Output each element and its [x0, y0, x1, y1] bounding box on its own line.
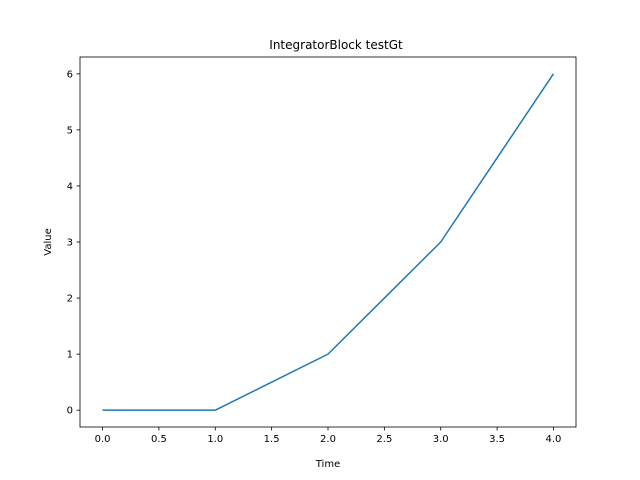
x-axis-label: Time: [315, 459, 340, 470]
x-tick-label: 3.0: [433, 434, 449, 445]
chart-title: IntegratorBlock testGt: [269, 38, 403, 52]
y-axis-label: Value: [43, 228, 54, 255]
series-line: [102, 73, 555, 411]
y-axis-ticks: 0 1 2 3 4 5 6: [67, 69, 80, 417]
x-tick-label: 2.0: [320, 434, 336, 445]
x-tick-label: 0.0: [95, 434, 111, 445]
x-axis-ticks: 0.0 0.5 1.0 1.5 2.0 2.5 3.0 3.5 4.0: [95, 427, 562, 445]
x-tick-label: 3.5: [489, 434, 505, 445]
y-tick-label: 4: [67, 181, 73, 192]
plot-frame: [79, 56, 577, 428]
x-tick-label: 0.5: [151, 434, 167, 445]
y-tick-label: 3: [67, 238, 73, 249]
x-tick-label: 2.5: [376, 434, 392, 445]
x-tick-label: 1.0: [207, 434, 223, 445]
y-tick-label: 2: [67, 294, 73, 305]
y-tick-label: 6: [67, 69, 73, 80]
y-tick-label: 0: [67, 406, 73, 417]
series-layer: [102, 73, 555, 411]
x-tick-label: 1.5: [264, 434, 280, 445]
y-tick-label: 1: [67, 350, 73, 361]
x-tick-label: 4.0: [546, 434, 562, 445]
y-tick-label: 5: [67, 125, 73, 136]
